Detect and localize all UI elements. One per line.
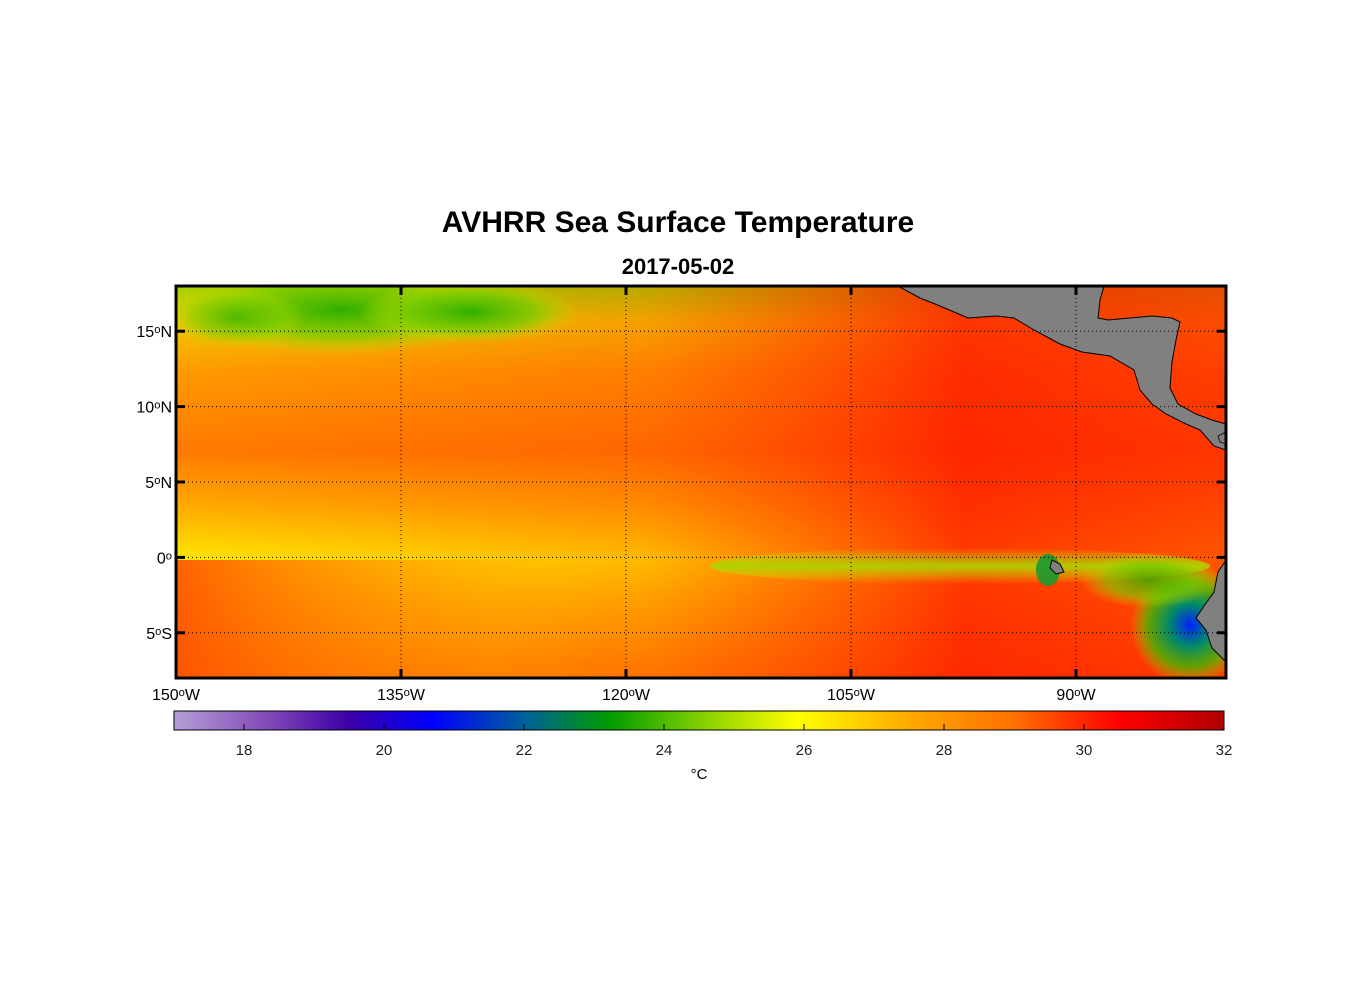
colorbar-tick-label: 28 (936, 742, 953, 759)
axis-ticks (174, 286, 1226, 678)
south-america-land (1195, 559, 1226, 663)
lat-tick-label: 10oN (136, 399, 172, 416)
lat-tick-label: 5oN (145, 475, 172, 492)
colorbar-tick-label: 18 (236, 742, 253, 759)
lat-tick-label: 15oN (136, 324, 172, 341)
small-island (1217, 431, 1226, 445)
lon-tick-label: 105oW (827, 687, 876, 704)
grid (176, 286, 1226, 678)
colorbar-tick-label: 20 (376, 742, 393, 759)
colorbar: 18 20 22 24 26 28 30 32 °C (173, 710, 1233, 783)
chart-date: 2017-05-02 (621, 254, 735, 279)
lon-tick-label: 150oW (152, 687, 201, 704)
colorbar-tick-label: 26 (796, 742, 813, 759)
colorbar-ticks: 18 20 22 24 26 28 30 32 (236, 724, 1233, 759)
lat-tick-label: 5oS (146, 625, 172, 642)
central-america-land (897, 286, 1226, 451)
colorbar-scale (173, 710, 1225, 731)
sst-field (176, 286, 1226, 678)
lon-tick-label: 120oW (602, 687, 651, 704)
colorbar-tick-label: 22 (516, 742, 533, 759)
colorbar-unit: °C (691, 766, 708, 783)
galapagos-land (1049, 559, 1065, 575)
lat-tick-label: 0o (157, 550, 172, 567)
chart-title: AVHRR Sea Surface Temperature (441, 206, 915, 239)
axis-labels: 150oW 135oW 120oW 105oW 90oW 15oN 10oN 5oN 0o 5oS (136, 324, 1096, 704)
colorbar-tick-label: 32 (1216, 742, 1233, 759)
lon-tick-label: 135oW (377, 687, 426, 704)
colorbar-tick-label: 24 (656, 742, 673, 759)
lon-tick-label: 90oW (1056, 687, 1096, 704)
colorbar-tick-label: 30 (1076, 742, 1093, 759)
